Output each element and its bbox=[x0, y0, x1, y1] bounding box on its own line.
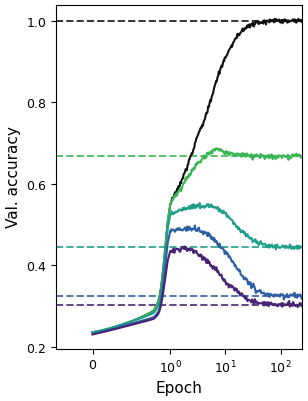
X-axis label: Epoch: Epoch bbox=[156, 381, 203, 395]
Y-axis label: Val. accuracy: Val. accuracy bbox=[6, 126, 21, 228]
